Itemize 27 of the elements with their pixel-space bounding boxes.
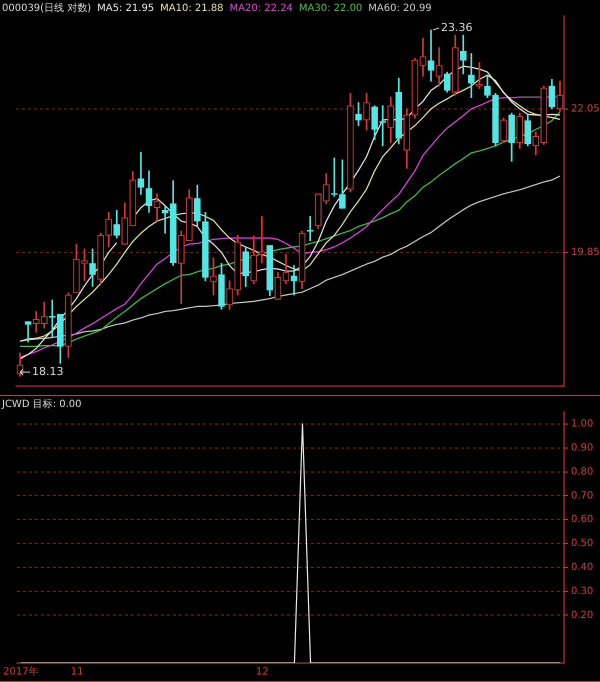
- y-tick-label: 0.50: [571, 538, 594, 550]
- candlestick: [290, 265, 298, 296]
- x-tick-label: 12: [256, 666, 269, 678]
- x-tick-label: 11: [70, 666, 84, 678]
- candlestick: [210, 258, 217, 296]
- y-tick-label: 0.30: [571, 586, 594, 597]
- text: MA10: 21.88: [160, 3, 224, 14]
- x-tick-label: 2017年: [3, 666, 39, 678]
- y-tick-label: 0.60: [571, 514, 594, 526]
- y-tick-label: 19.85: [571, 246, 600, 258]
- y-tick-label: 22.05: [571, 103, 600, 114]
- candlestick: [428, 30, 434, 82]
- text: MA5: 21.95: [97, 3, 154, 14]
- text: MA60: 20.99: [368, 3, 432, 14]
- y-tick-label: 0.40: [571, 562, 594, 573]
- y-tick-label: 1.00: [571, 418, 594, 430]
- annotation: 23.36: [441, 20, 473, 34]
- candlestick: [81, 248, 88, 282]
- y-tick-label: 0.70: [571, 490, 594, 502]
- text: MA20: 22.24: [230, 3, 293, 14]
- y-tick-label: 0.20: [571, 610, 594, 621]
- chart-title: JCWD 目标: 0.00: [2, 399, 82, 410]
- annotation: 18.13: [32, 365, 64, 378]
- y-tick-label: 0.90: [571, 442, 594, 454]
- chart-title: 000039(日线 对数): [2, 3, 92, 14]
- text: MA30: 22.00: [298, 3, 362, 14]
- y-tick-label: 0.80: [571, 466, 594, 478]
